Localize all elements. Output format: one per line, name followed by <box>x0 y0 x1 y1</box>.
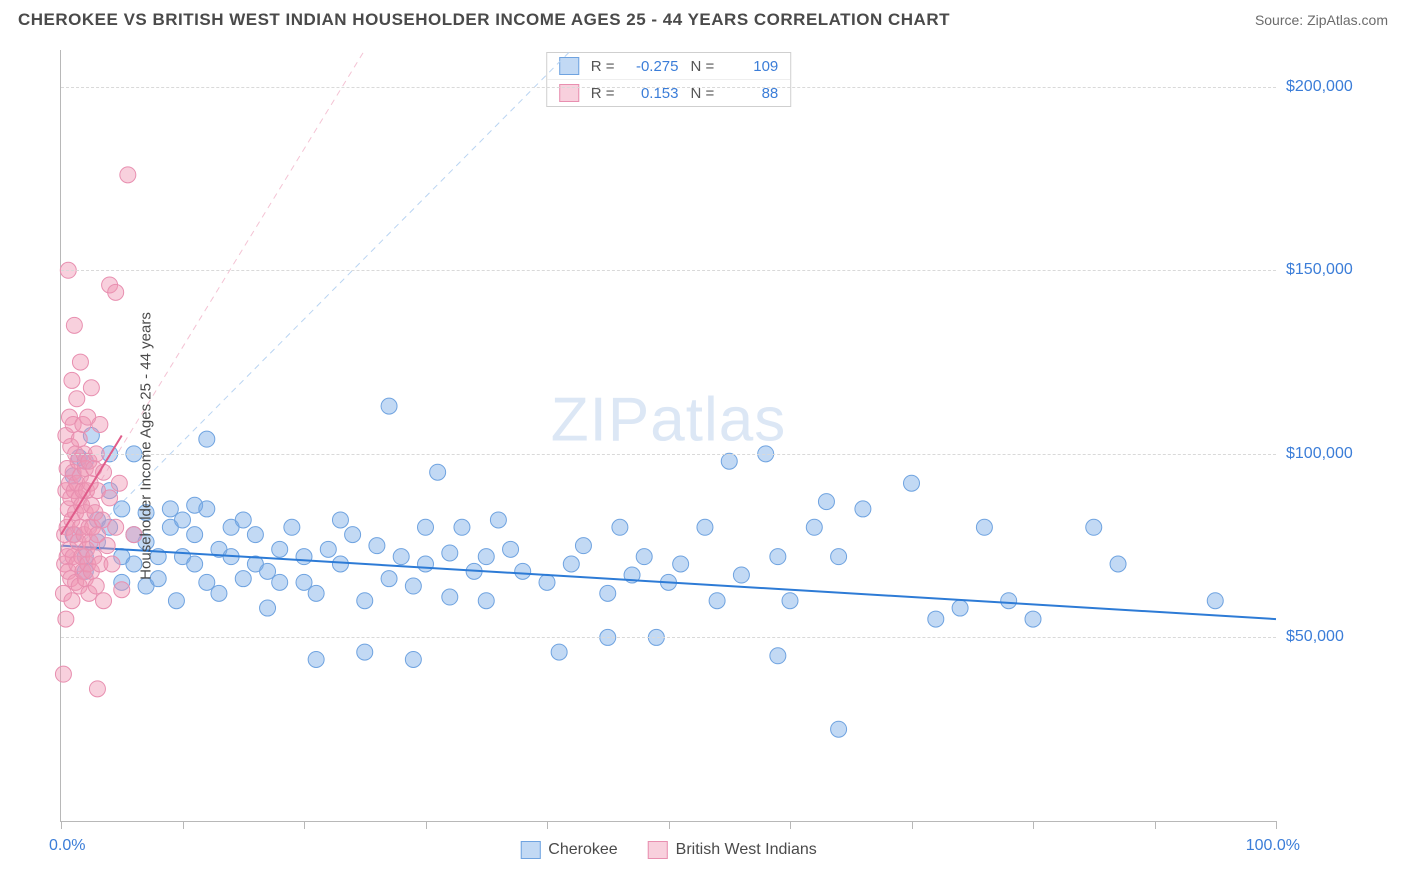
legend-item-bwi: British West Indians <box>648 841 817 859</box>
swatch-pink-icon <box>648 841 668 859</box>
source-label: Source: ZipAtlas.com <box>1255 12 1388 28</box>
gridline <box>61 87 1276 88</box>
x-tick <box>547 821 548 829</box>
gridline <box>61 637 1276 638</box>
x-tick <box>426 821 427 829</box>
x-tick <box>1033 821 1034 829</box>
gridline <box>61 270 1276 271</box>
x-tick <box>304 821 305 829</box>
x-tick <box>1155 821 1156 829</box>
y-tick-label: $50,000 <box>1286 628 1391 646</box>
x-tick <box>669 821 670 829</box>
y-axis-label: Householder Income Ages 25 - 44 years <box>137 312 154 580</box>
x-tick <box>790 821 791 829</box>
x-tick <box>912 821 913 829</box>
y-tick-label: $100,000 <box>1286 445 1391 463</box>
gridline <box>61 454 1276 455</box>
x-axis-max: 100.0% <box>1246 837 1300 855</box>
y-tick-label: $150,000 <box>1286 261 1391 279</box>
chart-area: ZIPatlas R = -0.275 N = 109 R = 0.153 N … <box>60 50 1276 822</box>
swatch-blue-icon <box>520 841 540 859</box>
x-tick <box>61 821 62 829</box>
x-tick <box>183 821 184 829</box>
scatter-plot <box>61 50 1276 821</box>
y-tick-label: $200,000 <box>1286 78 1391 96</box>
legend-item-cherokee: Cherokee <box>520 841 617 859</box>
x-tick <box>1276 821 1277 829</box>
series-legend: Cherokee British West Indians <box>520 841 816 859</box>
chart-title: CHEROKEE VS BRITISH WEST INDIAN HOUSEHOL… <box>18 10 950 30</box>
x-axis-min: 0.0% <box>49 837 85 855</box>
